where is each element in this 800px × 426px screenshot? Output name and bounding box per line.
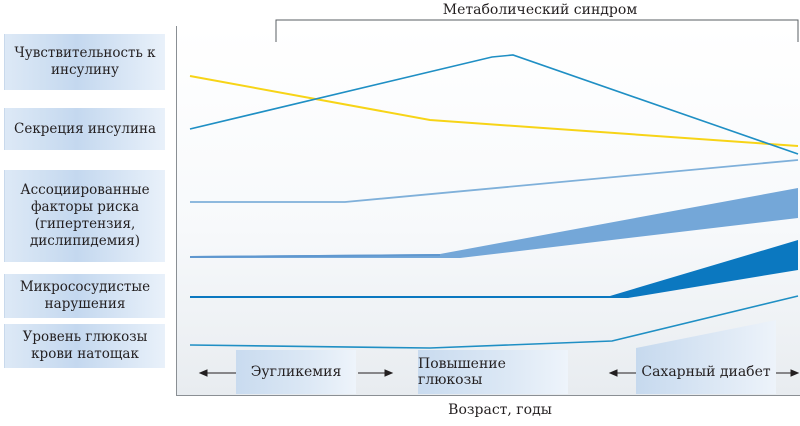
row-label-text: Микрососудистые нарушения	[19, 279, 151, 312]
risk-factors-band-edge	[189, 254, 441, 258]
row-label-fasting-glucose: Уровень глюкозы крови натощак	[4, 324, 165, 368]
phase-glucose-increase: Повышение глюкозы	[418, 350, 568, 394]
diabetes-phase-shape	[636, 320, 776, 394]
phase-glucose-increase-label: Повышение глюкозы	[418, 356, 506, 388]
x-axis-label: Возраст, годы	[448, 402, 552, 418]
phase-euglycemia: Эугликемия	[236, 350, 356, 394]
row-label-insulin-secretion: Секреция инсулина	[4, 108, 165, 150]
diabetes-arrows	[608, 369, 800, 377]
row-label-risk-factors: Ассоциированные факторы риска (гипертенз…	[4, 170, 165, 262]
euglycemia-arrows	[198, 369, 394, 377]
phase-euglycemia-label: Эугликемия	[250, 364, 342, 380]
risk-factors-line	[190, 159, 799, 203]
fasting-glucose-line	[189, 295, 799, 349]
insulin-sensitivity-line	[189, 75, 799, 147]
row-label-text: Ассоциированные факторы риска (гипертенз…	[20, 182, 150, 249]
metabolic-syndrome-label: Метаболический синдром	[442, 2, 638, 18]
row-label-text: Уровень глюкозы крови натощак	[22, 329, 148, 362]
metabolic-syndrome-bracket	[275, 19, 799, 42]
phase-diabetes-label: Сахарный диабет	[641, 364, 771, 380]
row-label-microvascular: Микрососудистые нарушения	[4, 274, 165, 318]
phase-diabetes: Сахарный диабет	[636, 350, 776, 394]
risk-factors-band	[190, 188, 798, 258]
insulin-secretion-line	[189, 54, 799, 155]
row-label-text: Чувствительность к инсулину	[14, 45, 156, 78]
row-label-text: Секреция инсулина	[14, 120, 156, 137]
row-label-insulin-sensitivity: Чувствительность к инсулину	[4, 34, 165, 90]
